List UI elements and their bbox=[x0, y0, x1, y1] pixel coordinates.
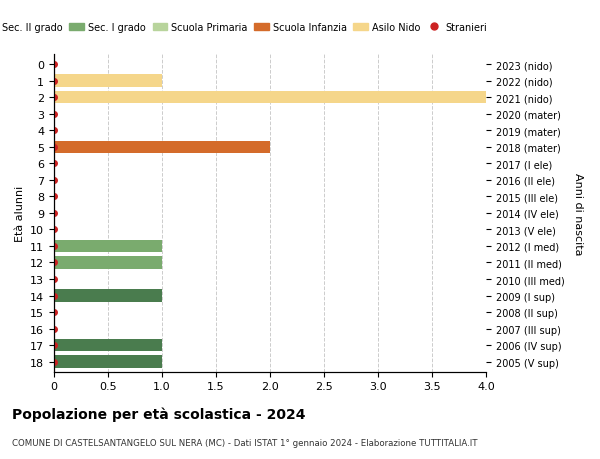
Bar bbox=[54, 141, 270, 154]
Bar bbox=[54, 257, 162, 269]
Bar bbox=[54, 75, 162, 88]
Text: COMUNE DI CASTELSANTANGELO SUL NERA (MC) - Dati ISTAT 1° gennaio 2024 - Elaboraz: COMUNE DI CASTELSANTANGELO SUL NERA (MC)… bbox=[12, 438, 478, 448]
Bar bbox=[54, 92, 486, 104]
Text: Popolazione per età scolastica - 2024: Popolazione per età scolastica - 2024 bbox=[12, 406, 305, 421]
Y-axis label: Anni di nascita: Anni di nascita bbox=[573, 172, 583, 255]
Y-axis label: Età alunni: Età alunni bbox=[14, 185, 25, 241]
Legend: Sec. II grado, Sec. I grado, Scuola Primaria, Scuola Infanzia, Asilo Nido, Stran: Sec. II grado, Sec. I grado, Scuola Prim… bbox=[0, 19, 491, 37]
Bar bbox=[54, 356, 162, 368]
Bar bbox=[54, 339, 162, 352]
Bar bbox=[54, 290, 162, 302]
Bar bbox=[54, 240, 162, 252]
